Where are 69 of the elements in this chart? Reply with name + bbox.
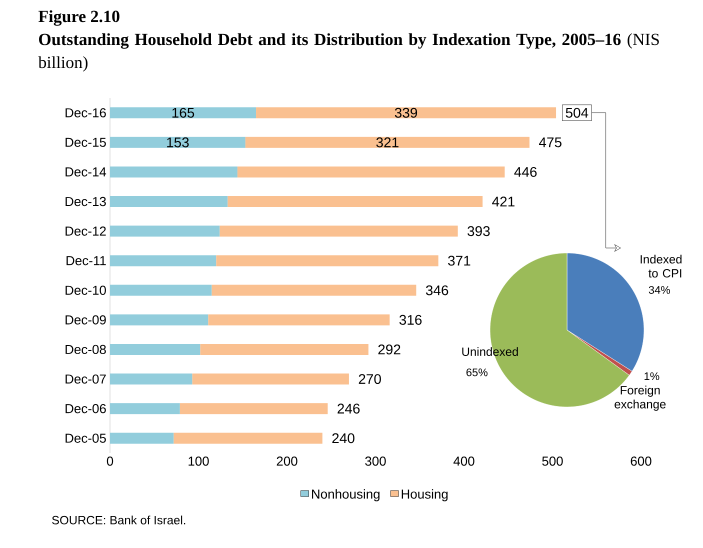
bar	[110, 432, 174, 444]
bar	[174, 432, 322, 444]
total-label: 504	[566, 108, 588, 118]
y-tick-label: Dec-14	[66, 167, 106, 176]
slice-label: Indexed to CPI	[640, 254, 682, 278]
y-tick-label: Dec-06	[66, 404, 106, 414]
y-tick-label: Dec-05	[66, 434, 106, 443]
total-label: 346	[426, 285, 448, 296]
total-label: 446	[514, 166, 537, 177]
total-label: 292	[378, 344, 400, 354]
data-label: 1%	[644, 372, 660, 380]
bar	[110, 314, 208, 326]
text: Outstanding Household Debt and its Distribution by Indexation Type, 2005–16 (NIS billion)	[38, 33, 659, 72]
total-label: 270	[358, 374, 381, 384]
x-tick-label: 0	[106, 456, 114, 466]
bar	[200, 344, 368, 355]
y-tick-label: Dec-11	[66, 256, 106, 266]
slice-label: Foreign exchange	[614, 386, 666, 411]
source-note: SOURCE: Bank of Israel.	[52, 516, 186, 524]
data-label: 153	[167, 137, 189, 148]
x-tick-label: 300	[365, 456, 386, 466]
bar	[110, 107, 256, 118]
bar	[110, 374, 192, 385]
bar	[237, 166, 505, 178]
total-label: 316	[399, 314, 422, 325]
y-tick-label: Dec-15	[66, 138, 106, 147]
x-tick-label: 100	[188, 456, 209, 466]
y-tick-label: Dec-12	[66, 226, 106, 236]
legend-label: Nonhousing	[312, 489, 380, 502]
bar	[228, 196, 483, 208]
data-label: 34%	[648, 286, 670, 294]
bar	[180, 403, 328, 414]
bar	[220, 226, 458, 237]
y-tick-label: Dec-16	[66, 108, 106, 118]
bar	[208, 314, 390, 326]
y-tick-label: Dec-07	[66, 374, 106, 384]
bar	[212, 284, 416, 296]
bar	[245, 136, 530, 148]
total-label: 421	[492, 196, 514, 206]
data-label: 65%	[466, 368, 488, 376]
data-label: 165	[172, 108, 194, 118]
total-label: 393	[468, 226, 490, 236]
bar	[110, 403, 180, 414]
bar	[110, 226, 220, 237]
x-tick-label: 400	[453, 456, 474, 466]
bar	[192, 374, 349, 385]
y-tick-label: Dec-09	[66, 315, 106, 324]
bar	[110, 344, 200, 355]
bar	[256, 107, 556, 118]
bar	[110, 166, 238, 178]
bar	[216, 255, 438, 266]
legend-label: Housing	[402, 489, 448, 502]
total-label: 475	[539, 137, 562, 148]
bar	[110, 284, 212, 296]
bar	[110, 136, 246, 148]
total-label: 246	[338, 404, 360, 414]
x-tick-label: 600	[630, 456, 652, 466]
total-label: 371	[448, 256, 470, 266]
y-tick-label: Dec-10	[66, 286, 106, 295]
bar	[110, 255, 216, 266]
x-tick-label: 200	[276, 456, 298, 466]
bar	[110, 196, 228, 208]
y-tick-label: Dec-13	[66, 196, 106, 206]
total-label: 240	[332, 433, 354, 444]
data-label: 339	[394, 108, 418, 118]
x-tick-label: 500	[542, 456, 563, 466]
data-label: 321	[376, 137, 398, 148]
chart-title: Figure 2.10	[38, 10, 120, 26]
y-tick-label: Dec-08	[66, 344, 106, 354]
